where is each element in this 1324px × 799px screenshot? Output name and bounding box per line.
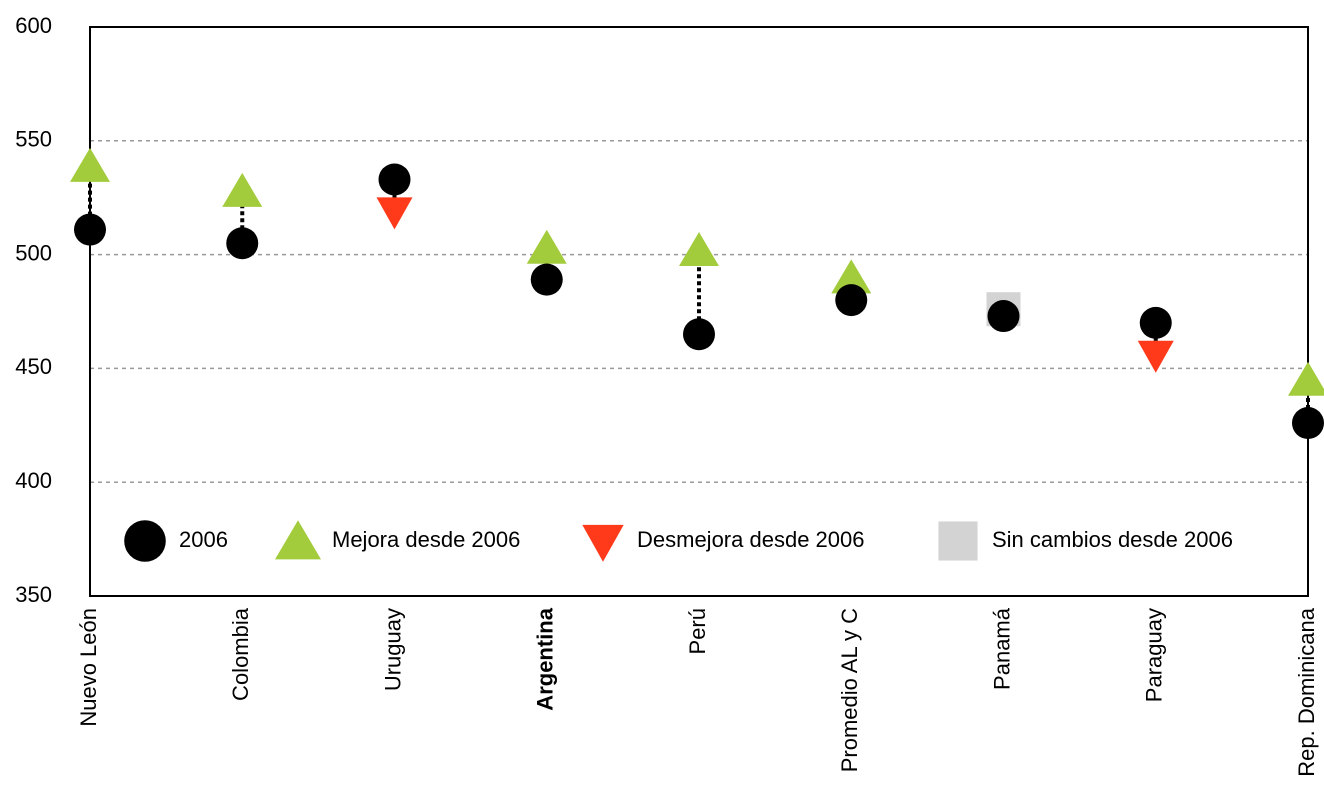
legend-marker: [582, 524, 624, 562]
x-tick-label: Rep. Dominicana: [1294, 607, 1319, 777]
marker-circle: [74, 213, 106, 246]
marker-circle: [226, 227, 259, 260]
y-tick-label: 400: [15, 468, 52, 493]
marker-triangle-up: [1288, 361, 1324, 396]
x-tick-label: Argentina: [533, 607, 558, 710]
y-tick-label: 350: [15, 582, 52, 607]
marker-triangle-down: [376, 197, 413, 230]
x-tick-label: Promedio AL y C: [837, 608, 862, 772]
legend-label: 2006: [179, 527, 228, 552]
legend-item: Desmejora desde 2006: [582, 524, 864, 562]
y-tick-label: 600: [15, 13, 52, 38]
y-tick-label: 550: [15, 127, 52, 152]
marker-triangle-up: [70, 147, 110, 182]
legend-label: Desmejora desde 2006: [637, 527, 864, 552]
legend-item: Sin cambios desde 2006: [938, 521, 1233, 561]
marker-triangle-up: [831, 259, 872, 294]
marker-triangle-down: [1137, 340, 1174, 373]
x-tick-label: Nuevo León: [76, 608, 101, 727]
x-tick-label: Uruguay: [380, 608, 405, 691]
marker-circle: [987, 300, 1020, 333]
x-tick-label: Panamá: [989, 607, 1014, 690]
y-tick-label: 500: [15, 240, 52, 265]
legend-marker: [124, 520, 166, 562]
y-tick-label: 450: [15, 354, 52, 379]
legend-label: Mejora desde 2006: [332, 527, 520, 552]
marker-circle: [378, 163, 411, 196]
marker-triangle-up: [222, 172, 263, 207]
marker-circle: [1139, 306, 1172, 339]
marker-triangle-up: [526, 229, 567, 264]
x-tick-label: Colombia: [228, 607, 253, 701]
legend-item: Mejora desde 2006: [275, 520, 520, 560]
legend-marker: [938, 521, 978, 561]
marker-circle: [683, 318, 715, 351]
x-tick-label: Paraguay: [1142, 608, 1167, 702]
legend-label: Sin cambios desde 2006: [992, 527, 1233, 552]
marker-circle: [835, 284, 868, 317]
legend-marker: [275, 520, 321, 560]
marker-circle: [1292, 407, 1324, 440]
plot-border: [89, 26, 1309, 597]
legend-item: 2006: [124, 520, 228, 562]
marker-circle: [530, 263, 563, 296]
marker-triangle-up: [679, 232, 719, 267]
x-tick-label: Perú: [685, 608, 710, 654]
